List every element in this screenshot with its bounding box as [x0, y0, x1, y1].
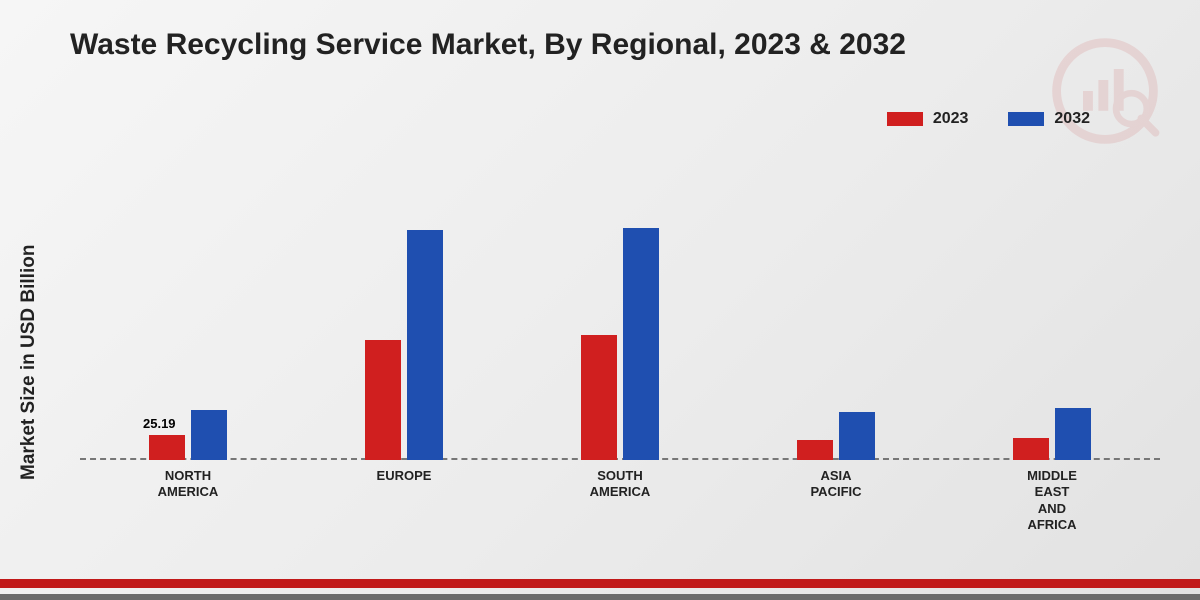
footer-red-bar [0, 579, 1200, 588]
bar-2023 [581, 335, 617, 460]
bar-value-label: 25.19 [143, 416, 176, 431]
bar-2032 [623, 228, 659, 460]
watermark-logo-icon [1050, 36, 1160, 146]
legend-swatch-2032 [1008, 112, 1044, 126]
legend-item-2023: 2023 [887, 110, 969, 128]
legend-label-2023: 2023 [933, 110, 969, 128]
bar-2032 [191, 410, 227, 460]
footer-grey-bar [0, 594, 1200, 600]
legend: 2023 2032 [887, 110, 1090, 128]
x-axis-category-label: SOUTHAMERICA [560, 468, 680, 501]
bar-2023 [149, 435, 185, 460]
legend-item-2032: 2032 [1008, 110, 1090, 128]
plot-area: 25.19 [80, 160, 1160, 460]
y-axis-label: Market Size in USD Billion [18, 245, 40, 480]
bar-2023 [797, 440, 833, 460]
x-axis-category-label: ASIAPACIFIC [776, 468, 896, 501]
bar-2032 [839, 412, 875, 460]
footer-bars [0, 582, 1200, 600]
x-axis-labels: NORTHAMERICA EUROPE SOUTHAMERICA ASIAPACIFI… [80, 460, 1160, 540]
legend-swatch-2023 [887, 112, 923, 126]
chart-title: Waste Recycling Service Market, By Regio… [70, 28, 906, 62]
bar-2023 [365, 340, 401, 460]
bar-2032 [407, 230, 443, 460]
x-axis-category-label: EUROPE [344, 468, 464, 484]
legend-label-2032: 2032 [1054, 110, 1090, 128]
bar-2023 [1013, 438, 1049, 460]
x-axis-category-label: NORTHAMERICA [128, 468, 248, 501]
x-axis-category-label: MIDDLEEASTANDAFRICA [992, 468, 1112, 533]
chart-frame: Waste Recycling Service Market, By Regio… [0, 0, 1200, 600]
bar-2032 [1055, 408, 1091, 460]
